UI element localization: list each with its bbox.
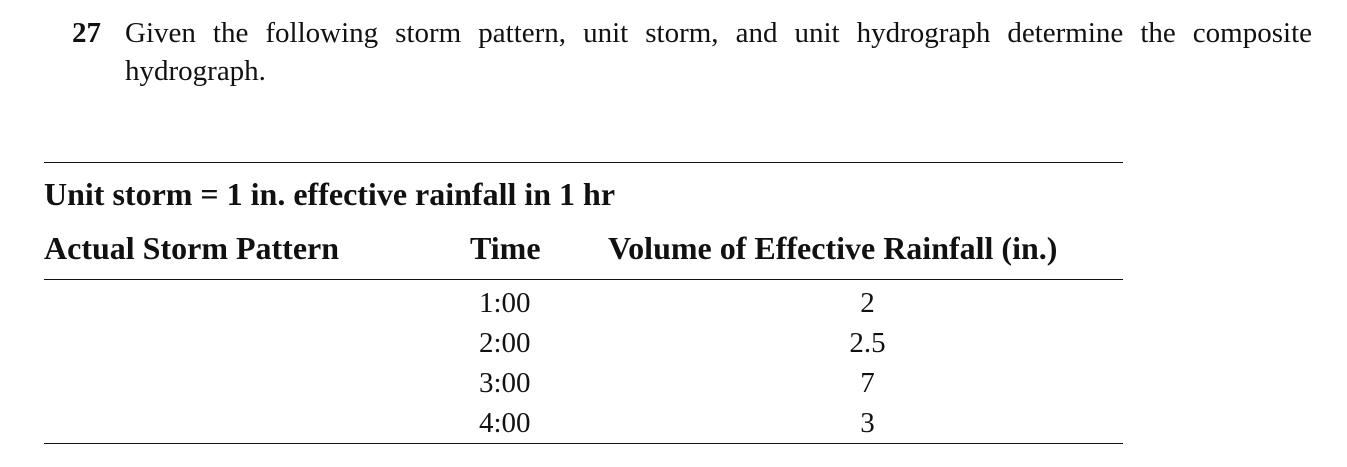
row-volume: 2.5 [849,327,886,359]
row-volume: 7 [860,367,875,399]
table-row: 2:00 2.5 [0,323,1347,363]
table-body: 1:00 2 2:00 2.5 3:00 7 4:00 3 [0,283,1347,443]
header-time: Time [470,230,541,266]
row-volume: 3 [860,407,875,439]
table-row: 4:00 3 [0,403,1347,443]
table-top-rule [44,162,1123,163]
table-row: 3:00 7 [0,363,1347,403]
row-time: 3:00 [479,367,531,399]
problem-number: 27 [72,17,101,49]
table-bottom-rule [44,443,1123,444]
header-volume: Volume of Effective Rainfall (in.) [608,230,1058,266]
unit-storm-caption: Unit storm = 1 in. effective rainfall in… [44,176,616,212]
problem-statement: 27 Given the following storm pattern, un… [72,14,1312,90]
row-time: 4:00 [479,407,531,439]
problem-text: Given the following storm pattern, unit … [125,17,1312,87]
table-header-rule [44,279,1123,280]
table-row: 1:00 2 [0,283,1347,323]
row-time: 1:00 [479,287,531,319]
row-volume: 2 [860,287,875,319]
header-actual-storm-pattern: Actual Storm Pattern [44,230,340,266]
row-time: 2:00 [479,327,531,359]
